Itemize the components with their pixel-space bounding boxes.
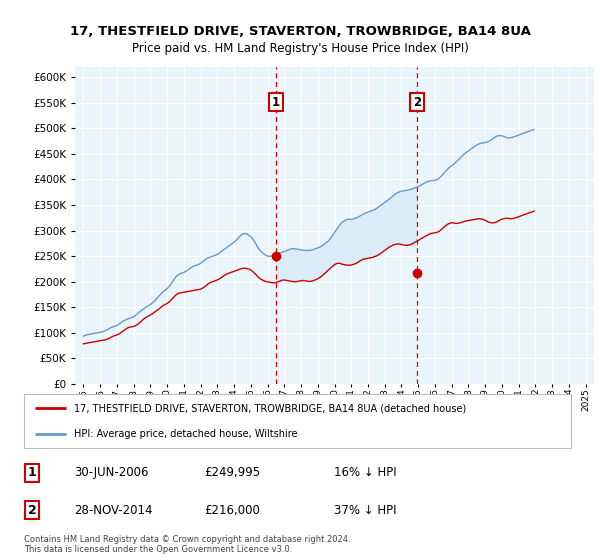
Text: 2: 2 xyxy=(28,504,37,517)
Text: 17, THESTFIELD DRIVE, STAVERTON, TROWBRIDGE, BA14 8UA (detached house): 17, THESTFIELD DRIVE, STAVERTON, TROWBRI… xyxy=(74,403,467,413)
Text: 37% ↓ HPI: 37% ↓ HPI xyxy=(334,504,397,517)
Text: £216,000: £216,000 xyxy=(204,504,260,517)
Text: 1: 1 xyxy=(272,96,280,109)
Text: 30-JUN-2006: 30-JUN-2006 xyxy=(74,466,149,479)
Text: Price paid vs. HM Land Registry's House Price Index (HPI): Price paid vs. HM Land Registry's House … xyxy=(131,42,469,55)
Text: 2: 2 xyxy=(413,96,421,109)
Text: 1: 1 xyxy=(28,466,37,479)
Text: 28-NOV-2014: 28-NOV-2014 xyxy=(74,504,153,517)
Text: 16% ↓ HPI: 16% ↓ HPI xyxy=(334,466,397,479)
Text: Contains HM Land Registry data © Crown copyright and database right 2024.
This d: Contains HM Land Registry data © Crown c… xyxy=(24,535,350,554)
Text: HPI: Average price, detached house, Wiltshire: HPI: Average price, detached house, Wilt… xyxy=(74,430,298,440)
Text: 17, THESTFIELD DRIVE, STAVERTON, TROWBRIDGE, BA14 8UA: 17, THESTFIELD DRIVE, STAVERTON, TROWBRI… xyxy=(70,25,530,38)
FancyBboxPatch shape xyxy=(23,394,571,449)
Text: £249,995: £249,995 xyxy=(204,466,260,479)
